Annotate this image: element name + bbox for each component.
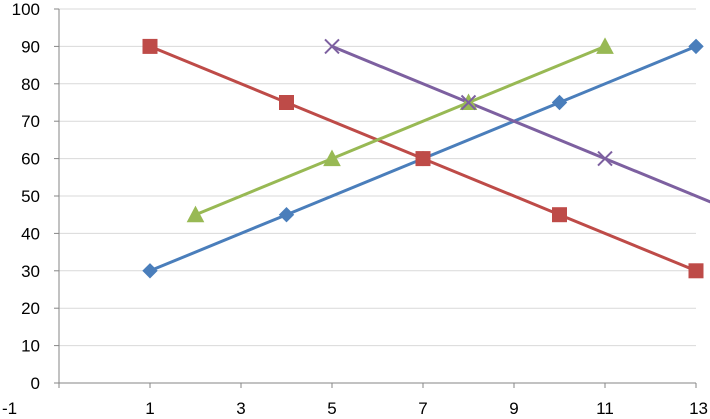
marker-series-2 xyxy=(142,38,158,54)
markers-group xyxy=(142,37,704,279)
marker-series-4 xyxy=(324,38,340,55)
x-tick-label: 5 xyxy=(327,399,336,418)
y-tick-label: 30 xyxy=(21,262,40,281)
x-tick-label: -1 xyxy=(2,399,17,418)
x-tick-label: 13 xyxy=(689,399,708,418)
x-tick-label: 9 xyxy=(509,399,518,418)
y-tick-label: 0 xyxy=(31,374,40,393)
y-tick-label: 60 xyxy=(21,150,40,169)
marker-series-4 xyxy=(460,94,477,111)
marker-series-1 xyxy=(278,206,295,223)
marker-series-1 xyxy=(688,38,704,55)
marker-series-2 xyxy=(688,263,704,279)
y-tick-label: 10 xyxy=(21,337,40,356)
marker-series-2 xyxy=(415,151,431,167)
marker-series-3 xyxy=(186,205,205,223)
marker-series-2 xyxy=(279,95,294,110)
x-tick-label: 3 xyxy=(236,399,245,418)
y-tick-label: 100 xyxy=(12,0,40,19)
marker-series-2 xyxy=(552,207,567,223)
x-tick-label: 11 xyxy=(596,399,614,418)
axes xyxy=(54,8,697,388)
x-tick-label: 7 xyxy=(418,399,427,418)
y-tick-label: 20 xyxy=(21,299,40,318)
y-tick-label: 50 xyxy=(21,187,40,206)
gridlines xyxy=(59,8,696,347)
marker-series-3 xyxy=(323,149,341,167)
y-tick-label: 90 xyxy=(21,37,40,56)
marker-series-1 xyxy=(551,94,568,111)
marker-series-4 xyxy=(597,150,613,167)
y-tick-label: 80 xyxy=(21,75,40,94)
series-line-3 xyxy=(194,44,607,217)
marker-series-1 xyxy=(142,263,158,279)
marker-series-3 xyxy=(596,37,614,54)
x-tick-label: 1 xyxy=(145,399,154,418)
y-tick-label: 70 xyxy=(21,112,40,131)
series-line-4 xyxy=(330,44,710,204)
y-tick-label: 40 xyxy=(21,224,40,243)
